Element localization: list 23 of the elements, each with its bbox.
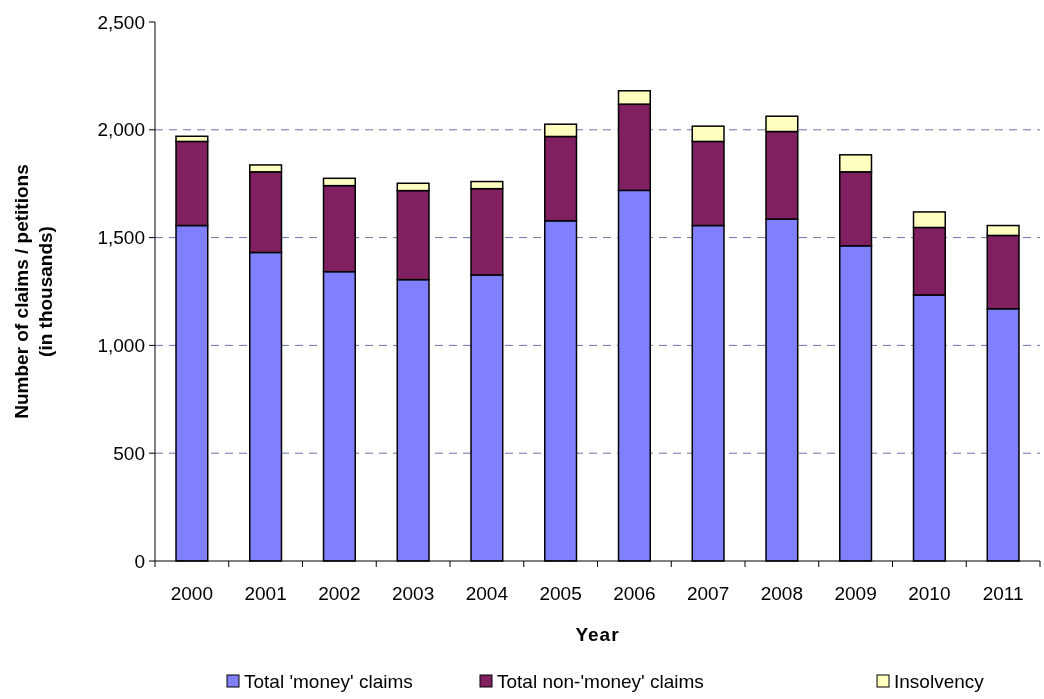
x-tick-label: 2009 [834,583,877,604]
y-tick-label: 2,000 [97,119,145,141]
legend-label: Total non-'money' claims [497,671,704,692]
x-tick-label: 2005 [539,583,582,604]
legend-label: Insolvency [894,671,985,692]
y-tick-label: 500 [113,442,145,464]
x-tick-label: 2002 [318,583,361,604]
y-tick-label: 1,000 [97,335,145,357]
x-tick-label: 2010 [908,583,951,604]
x-tick-label: 2011 [982,583,1024,604]
x-tick-label: 2000 [170,583,214,604]
y-tick-label: 2,500 [97,11,145,33]
y-axis-title: Number of claims / petitions (in thousands) [11,164,56,419]
x-tick-label: 2004 [465,583,509,604]
x-axis-title: Year [575,624,620,645]
y-tick-label: 1,500 [97,227,145,249]
y-tick-label: 0 [134,550,145,572]
x-tick-label: 2006 [613,583,656,604]
x-tick-label: 2007 [686,583,730,604]
x-tick-label: 2003 [391,583,435,604]
x-tick-label: 2008 [760,583,804,604]
legend-label: Total 'money' claims [244,671,413,692]
x-tick-label: 2001 [244,583,287,604]
